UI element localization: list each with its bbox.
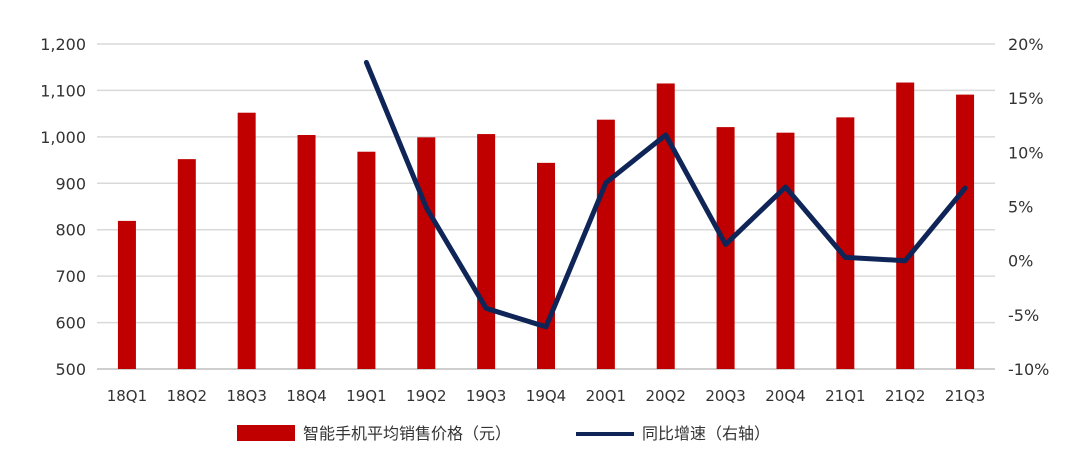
bar-19Q4 bbox=[537, 162, 555, 369]
growth-point-20Q1 bbox=[604, 181, 608, 185]
left-tick-label: 900 bbox=[55, 174, 86, 193]
bar-21Q2 bbox=[896, 82, 915, 370]
x-tick-label: 20Q3 bbox=[705, 387, 745, 405]
bar-20Q3 bbox=[716, 127, 735, 369]
legend: 智能手机平均销售价格（元） 同比增速（右轴） bbox=[237, 424, 770, 443]
x-tick-label: 18Q3 bbox=[226, 387, 266, 405]
line-series bbox=[363, 59, 968, 330]
bar-series bbox=[117, 82, 975, 370]
growth-point-20Q2 bbox=[664, 133, 668, 137]
bar-20Q1 bbox=[596, 119, 615, 369]
growth-point-21Q1 bbox=[843, 255, 847, 259]
x-tick-label: 19Q2 bbox=[406, 387, 446, 405]
bar-21Q1 bbox=[836, 117, 855, 369]
bar-18Q3 bbox=[237, 112, 256, 369]
right-tick-label: 20% bbox=[1008, 35, 1044, 54]
legend-swatch-bar bbox=[237, 425, 295, 441]
legend-label-bar: 智能手机平均销售价格（元） bbox=[303, 424, 511, 443]
bar-21Q3 bbox=[956, 94, 975, 369]
bar-19Q2 bbox=[417, 137, 436, 369]
x-tick-label: 20Q1 bbox=[586, 387, 626, 405]
right-axis-ticks: -10% -5% 0% 5% 10% 15% 20% bbox=[1008, 35, 1049, 379]
bar-20Q4 bbox=[776, 132, 795, 369]
right-tick-label: 15% bbox=[1008, 89, 1044, 108]
left-tick-label: 700 bbox=[55, 267, 86, 286]
growth-point-19Q3 bbox=[484, 306, 488, 310]
x-tick-label: 18Q4 bbox=[286, 387, 326, 405]
x-tick-label: 20Q2 bbox=[646, 387, 686, 405]
right-tick-label: -10% bbox=[1008, 360, 1049, 379]
x-tick-label: 19Q1 bbox=[346, 387, 386, 405]
bar-19Q3 bbox=[477, 134, 496, 369]
legend-label-line: 同比增速（右轴） bbox=[642, 424, 770, 443]
bar-18Q4 bbox=[297, 135, 316, 369]
bar-19Q1 bbox=[357, 151, 376, 369]
growth-point-21Q3 bbox=[963, 186, 967, 190]
right-tick-label: 10% bbox=[1008, 143, 1044, 162]
left-tick-label: 500 bbox=[55, 360, 86, 379]
x-tick-label: 19Q4 bbox=[526, 387, 566, 405]
growth-point-19Q4 bbox=[544, 325, 548, 329]
growth-point-21Q2 bbox=[903, 259, 907, 263]
x-tick-label: 21Q3 bbox=[945, 387, 985, 405]
bar-18Q1 bbox=[117, 220, 136, 369]
growth-point-20Q4 bbox=[783, 185, 787, 189]
left-tick-label: 1,200 bbox=[40, 35, 86, 54]
growth-point-20Q3 bbox=[724, 242, 728, 246]
x-tick-label: 19Q3 bbox=[466, 387, 506, 405]
left-tick-label: 800 bbox=[55, 221, 86, 240]
bar-20Q2 bbox=[656, 83, 675, 369]
growth-point-19Q1 bbox=[364, 60, 368, 64]
x-tick-label: 18Q1 bbox=[107, 387, 147, 405]
x-tick-label: 18Q2 bbox=[167, 387, 207, 405]
left-tick-label: 600 bbox=[55, 314, 86, 333]
right-tick-label: 0% bbox=[1008, 252, 1033, 271]
x-tick-label: 20Q4 bbox=[765, 387, 805, 405]
right-tick-label: 5% bbox=[1008, 198, 1033, 217]
right-tick-label: -5% bbox=[1008, 306, 1039, 325]
x-axis-ticks: 18Q1 18Q2 18Q3 18Q4 19Q1 19Q2 19Q3 19Q4 20Q1 20Q2… bbox=[107, 387, 986, 405]
growth-point-19Q2 bbox=[424, 206, 428, 210]
x-tick-label: 21Q1 bbox=[825, 387, 865, 405]
left-axis-ticks: 500 600 700 800 900 1,000 1,100 1,200 bbox=[40, 35, 86, 379]
left-tick-label: 1,100 bbox=[40, 81, 86, 100]
bar-18Q2 bbox=[177, 159, 196, 369]
x-tick-label: 21Q2 bbox=[885, 387, 925, 405]
left-tick-label: 1,000 bbox=[40, 128, 86, 147]
